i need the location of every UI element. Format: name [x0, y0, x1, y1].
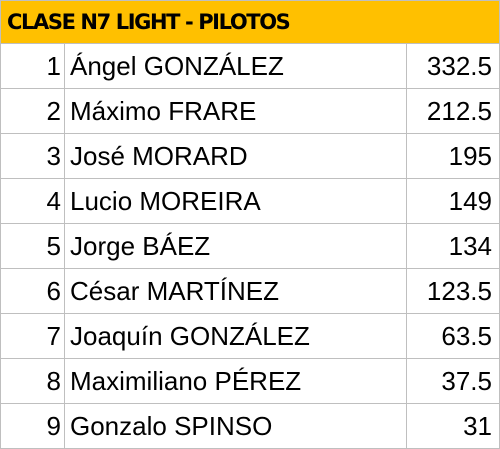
position-cell: 3: [0, 134, 65, 179]
position-cell: 2: [0, 89, 65, 134]
points-cell: 37.5: [407, 359, 500, 404]
table-row: 4 Lucio MOREIRA 149: [0, 179, 500, 224]
table-row: 2 Máximo FRARE 212.5: [0, 89, 500, 134]
table-row: 5 Jorge BÁEZ 134: [0, 224, 500, 269]
position-cell: 4: [0, 179, 65, 224]
table-row: 8 Maximiliano PÉREZ 37.5: [0, 359, 500, 404]
points-cell: 149: [407, 179, 500, 224]
driver-name-cell: Maximiliano PÉREZ: [65, 359, 407, 404]
driver-name-cell: Ángel GONZÁLEZ: [65, 44, 407, 89]
points-cell: 195: [407, 134, 500, 179]
table-row: 1 Ángel GONZÁLEZ 332.5: [0, 44, 500, 89]
driver-name-cell: José MORARD: [65, 134, 407, 179]
table-title: CLASE N7 LIGHT - PILOTOS: [0, 0, 500, 44]
driver-name-cell: Joaquín GONZÁLEZ: [65, 314, 407, 359]
position-cell: 8: [0, 359, 65, 404]
points-cell: 123.5: [407, 269, 500, 314]
driver-name-cell: Máximo FRARE: [65, 89, 407, 134]
table-row: 6 César MARTÍNEZ 123.5: [0, 269, 500, 314]
points-cell: 31: [407, 404, 500, 449]
position-cell: 5: [0, 224, 65, 269]
driver-name-cell: César MARTÍNEZ: [65, 269, 407, 314]
points-cell: 63.5: [407, 314, 500, 359]
points-cell: 212.5: [407, 89, 500, 134]
table-row: 3 José MORARD 195: [0, 134, 500, 179]
table-row: 7 Joaquín GONZÁLEZ 63.5: [0, 314, 500, 359]
driver-name-cell: Lucio MOREIRA: [65, 179, 407, 224]
position-cell: 1: [0, 44, 65, 89]
table-row: 9 Gonzalo SPINSO 31: [0, 404, 500, 449]
position-cell: 7: [0, 314, 65, 359]
driver-name-cell: Gonzalo SPINSO: [65, 404, 407, 449]
points-cell: 134: [407, 224, 500, 269]
position-cell: 9: [0, 404, 65, 449]
table-body: 1 Ángel GONZÁLEZ 332.5 2 Máximo FRARE 212.5 3 J…: [0, 44, 500, 449]
driver-name-cell: Jorge BÁEZ: [65, 224, 407, 269]
points-cell: 332.5: [407, 44, 500, 89]
position-cell: 6: [0, 269, 65, 314]
